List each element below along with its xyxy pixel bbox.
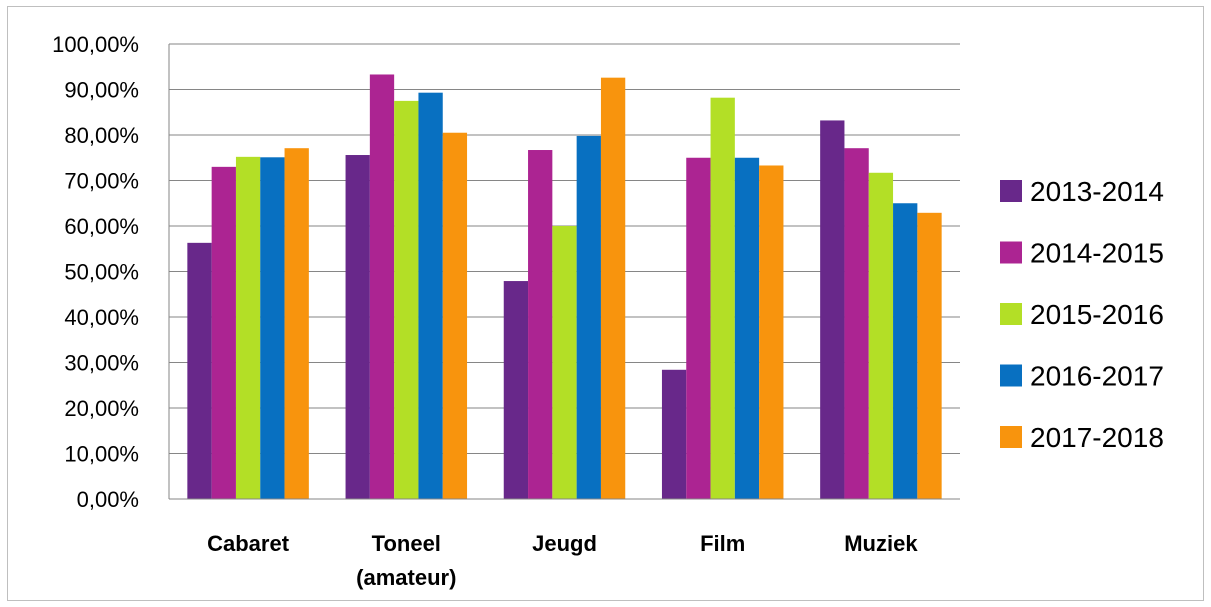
bar <box>710 97 735 499</box>
legend-swatch <box>1000 364 1022 387</box>
legend-swatch <box>1000 241 1022 264</box>
bar <box>418 92 443 499</box>
bar <box>442 132 468 499</box>
y-tick-label: 30,00% <box>64 351 139 376</box>
legend-swatch <box>1000 303 1022 325</box>
y-tick-label: 100,00% <box>52 32 139 57</box>
bar <box>211 166 236 499</box>
legend-label: 2014-2015 <box>1030 238 1164 269</box>
bar <box>868 172 894 499</box>
x-axis: Cabaret Toneel (amateur) Jeugd Film Muziek <box>169 498 960 590</box>
y-tick-label: 70,00% <box>64 169 139 194</box>
bar <box>686 157 711 499</box>
bar <box>503 281 529 499</box>
y-tick-label: 0,00% <box>77 487 139 512</box>
bar <box>893 203 918 499</box>
legend-swatch <box>1000 426 1022 448</box>
legend: 2013-2014 2014-2015 2015-2016 2016-2017 2017… <box>1000 176 1164 453</box>
x-tick-label: Muziek <box>844 531 918 556</box>
y-tick-label: 40,00% <box>64 305 139 330</box>
x-tick-label: (amateur) <box>356 565 456 590</box>
legend-label: 2015-2016 <box>1030 299 1164 330</box>
y-tick-label: 90,00% <box>64 78 139 103</box>
bar <box>576 135 601 499</box>
bar <box>600 77 626 500</box>
bar <box>820 120 845 499</box>
bars <box>187 74 942 500</box>
y-tick-label: 50,00% <box>64 260 139 285</box>
bar <box>260 157 285 500</box>
x-tick-label: Toneel <box>372 531 441 556</box>
bar <box>369 74 395 500</box>
x-tick-label: Film <box>700 531 745 556</box>
y-tick-label: 80,00% <box>64 123 139 148</box>
legend-label: 2017-2018 <box>1030 422 1164 453</box>
bar <box>844 148 869 499</box>
bar <box>187 242 212 499</box>
bar <box>734 157 760 499</box>
bar <box>917 212 942 499</box>
legend-label: 2016-2017 <box>1030 361 1164 392</box>
bar <box>345 155 370 499</box>
x-tick-label: Cabaret <box>207 531 290 556</box>
y-tick-label: 20,00% <box>64 396 139 421</box>
y-axis: 0,00% 10,00% 20,00% 30,00% 40,00% 50,00% 60,00… <box>52 32 170 512</box>
bar <box>235 156 261 499</box>
legend-swatch <box>1000 180 1022 202</box>
bar <box>528 150 553 499</box>
y-tick-label: 10,00% <box>64 442 139 467</box>
bar <box>552 226 577 499</box>
bar <box>394 100 419 499</box>
legend-label: 2013-2014 <box>1030 176 1164 207</box>
y-tick-label: 60,00% <box>64 214 139 239</box>
bar <box>284 148 309 499</box>
x-tick-label: Jeugd <box>532 531 597 556</box>
bar <box>661 369 687 499</box>
bar <box>759 165 784 500</box>
